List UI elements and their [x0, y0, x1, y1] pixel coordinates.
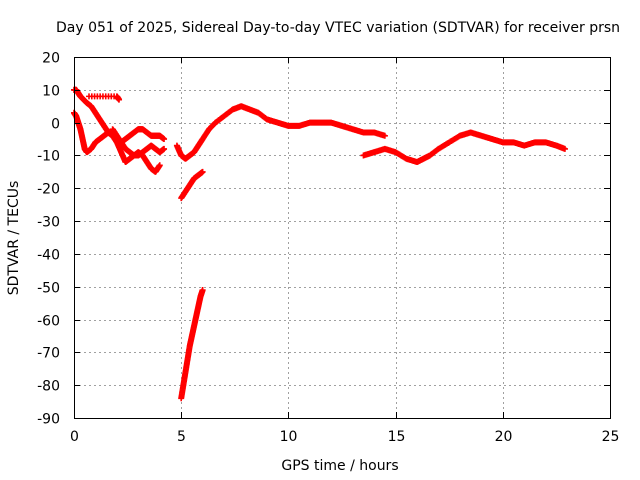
data-point [199, 169, 206, 176]
x-tick-label: 25 [602, 429, 620, 445]
grid [74, 57, 610, 418]
y-tick-label: -80 [37, 379, 60, 395]
axis-ticks [74, 57, 611, 419]
data-point [160, 135, 167, 142]
data-point [115, 96, 122, 103]
series-track-b [71, 109, 163, 175]
data-point [160, 146, 167, 153]
y-tick-label: -30 [37, 215, 60, 231]
y-tick-label: -70 [37, 346, 60, 362]
series-track-h [86, 93, 123, 103]
chart-title: Day 051 of 2025, Sidereal Day-to-day VTE… [56, 20, 620, 36]
y-tick-label: -10 [37, 149, 60, 165]
series-track-g [178, 287, 206, 402]
x-tick-label: 0 [70, 429, 79, 445]
series-track-e [360, 129, 568, 166]
x-tick-labels: 0 5 10 15 20 25 [70, 429, 619, 445]
y-axis-label: SDTVAR / TECUs [6, 181, 22, 296]
y-tick-label: 20 [42, 51, 60, 67]
x-axis-label: GPS time / hours [281, 458, 398, 474]
y-tick-label: -20 [37, 182, 60, 198]
y-tick-label: 10 [42, 84, 60, 100]
y-tick-label: -90 [37, 412, 60, 428]
data-point [380, 132, 387, 139]
y-tick-label: -40 [37, 248, 60, 264]
x-tick-label: 20 [495, 429, 513, 445]
y-tick-label: 0 [51, 117, 60, 133]
x-tick-label: 15 [388, 429, 406, 445]
data-point [561, 145, 568, 152]
y-tick-labels: 20 10 0 -10 -20 -30 -40 -50 -60 -70 -80 -90 [37, 51, 60, 428]
series-track-f [178, 168, 206, 202]
data-point [156, 162, 163, 169]
x-tick-label: 10 [280, 429, 298, 445]
series-track-c [109, 126, 168, 159]
series-track-d [173, 103, 388, 162]
data-points [71, 86, 568, 402]
y-tick-label: -60 [37, 314, 60, 330]
plot-frame [74, 57, 611, 419]
data-point [199, 287, 206, 294]
x-tick-label: 5 [177, 429, 186, 445]
y-tick-label: -50 [37, 281, 60, 297]
